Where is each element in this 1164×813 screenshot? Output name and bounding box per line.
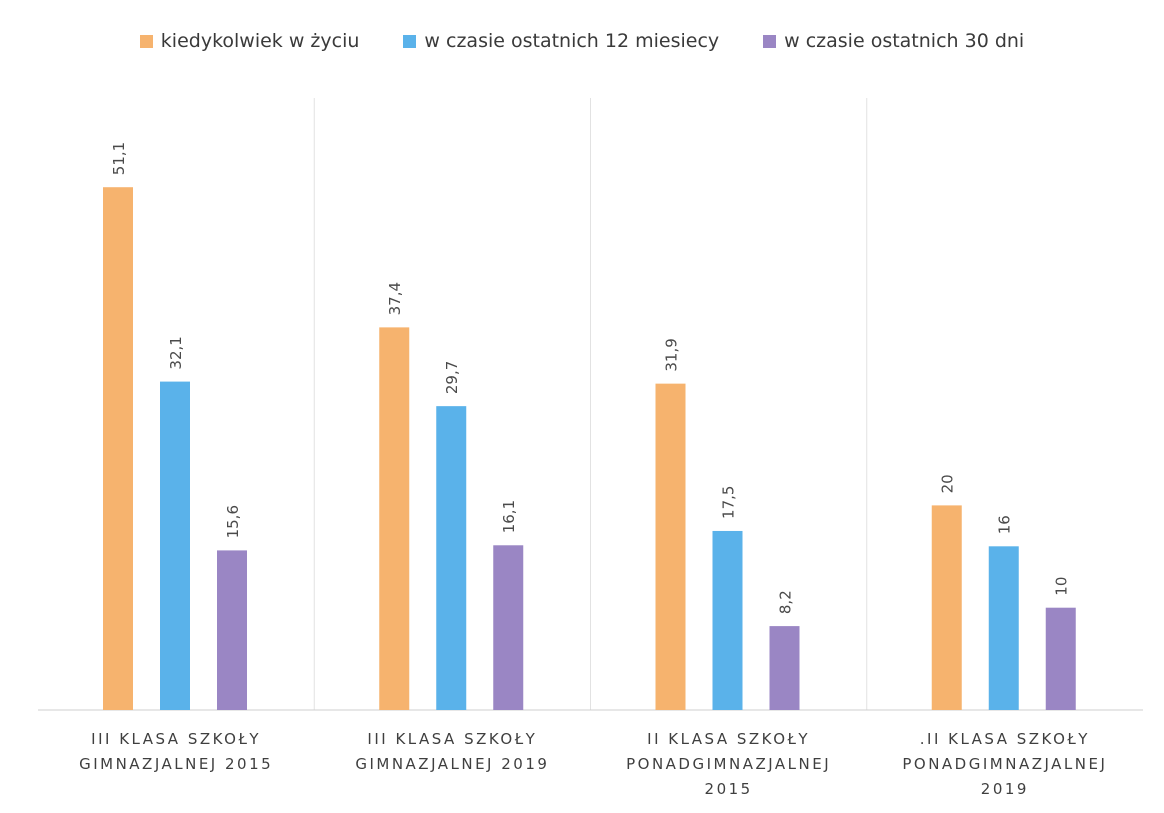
bar (769, 626, 800, 710)
bar (931, 505, 962, 710)
data-label: 8,2 (777, 590, 795, 614)
legend-swatch-ever (139, 34, 153, 48)
category-label: GIMNAZJALNEJ 2019 (355, 755, 549, 773)
data-label: 29,7 (443, 361, 461, 394)
data-label: 17,5 (720, 486, 738, 519)
bar (436, 406, 467, 710)
category-label: PONADGIMNAZJALNEJ (902, 755, 1107, 773)
category-label: III KLASA SZKOŁY (91, 730, 261, 748)
bar (493, 545, 524, 710)
legend-swatch-12-months (403, 34, 417, 48)
category-label: III KLASA SZKOŁY (367, 730, 537, 748)
bar (1045, 607, 1076, 710)
bar (217, 550, 247, 710)
legend-item-ever: kiedykolwiek w życiu (139, 30, 360, 52)
category-label: GIMNAZJALNEJ 2015 (79, 755, 273, 773)
bar (712, 530, 743, 710)
category-label: II KLASA SZKOŁY (647, 730, 810, 748)
data-label: 51,1 (110, 142, 128, 175)
category-label: 2019 (981, 780, 1029, 798)
data-label: 20 (939, 474, 957, 493)
data-label: 16 (996, 515, 1014, 534)
bar (379, 327, 410, 710)
data-label: 31,9 (663, 338, 681, 371)
data-label: 10 (1053, 577, 1071, 596)
legend-label-ever: kiedykolwiek w życiu (160, 30, 360, 52)
category-label: .II KLASA SZKOŁY (920, 730, 1090, 748)
bar (160, 381, 190, 710)
bar (988, 546, 1019, 710)
legend-label-12-months: w czasie ostatnich 12 miesiecy (424, 30, 720, 52)
legend: kiedykolwiek w życiu w czasie ostatnich … (0, 30, 1164, 52)
legend-swatch-30-days (763, 34, 777, 48)
data-label: 32,1 (167, 336, 185, 369)
category-label: 2015 (705, 780, 753, 798)
bar (103, 187, 133, 710)
legend-item-30-days: w czasie ostatnich 30 dni (763, 30, 1024, 52)
legend-label-30-days: w czasie ostatnich 30 dni (784, 30, 1025, 52)
data-label: 37,4 (386, 282, 404, 315)
data-label: 16,1 (500, 500, 518, 533)
legend-item-12-months: w czasie ostatnich 12 miesiecy (403, 30, 719, 52)
bar (655, 383, 686, 710)
data-label: 15,6 (224, 505, 242, 538)
category-label: PONADGIMNAZJALNEJ (626, 755, 831, 773)
